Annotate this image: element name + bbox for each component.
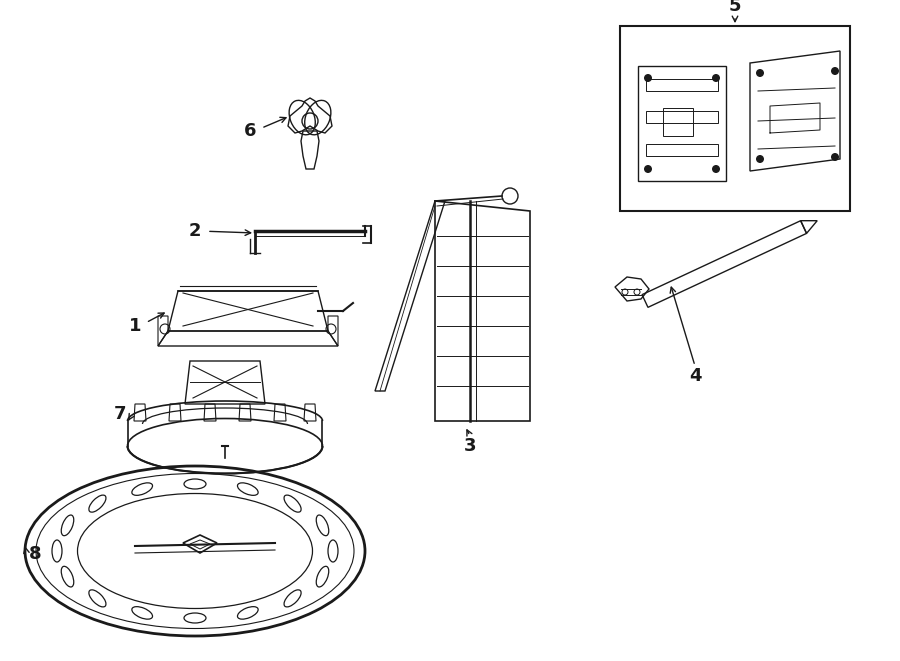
Circle shape (831, 153, 839, 161)
Circle shape (644, 165, 652, 173)
Text: 6: 6 (244, 122, 256, 140)
Circle shape (831, 67, 839, 75)
Text: 7: 7 (113, 405, 126, 423)
Circle shape (712, 165, 720, 173)
Circle shape (712, 74, 720, 82)
Text: 8: 8 (29, 545, 41, 563)
Bar (663, 108, 693, 136)
Bar (646, 79, 718, 91)
Circle shape (756, 69, 764, 77)
Bar (646, 144, 718, 156)
Text: 1: 1 (129, 317, 141, 335)
Bar (620, 26, 850, 211)
Bar (646, 111, 718, 123)
Bar (638, 66, 726, 181)
Circle shape (644, 74, 652, 82)
Text: 4: 4 (688, 367, 701, 385)
Text: 5: 5 (729, 0, 742, 15)
Text: 3: 3 (464, 437, 476, 455)
Text: 2: 2 (189, 222, 202, 240)
Circle shape (756, 155, 764, 163)
